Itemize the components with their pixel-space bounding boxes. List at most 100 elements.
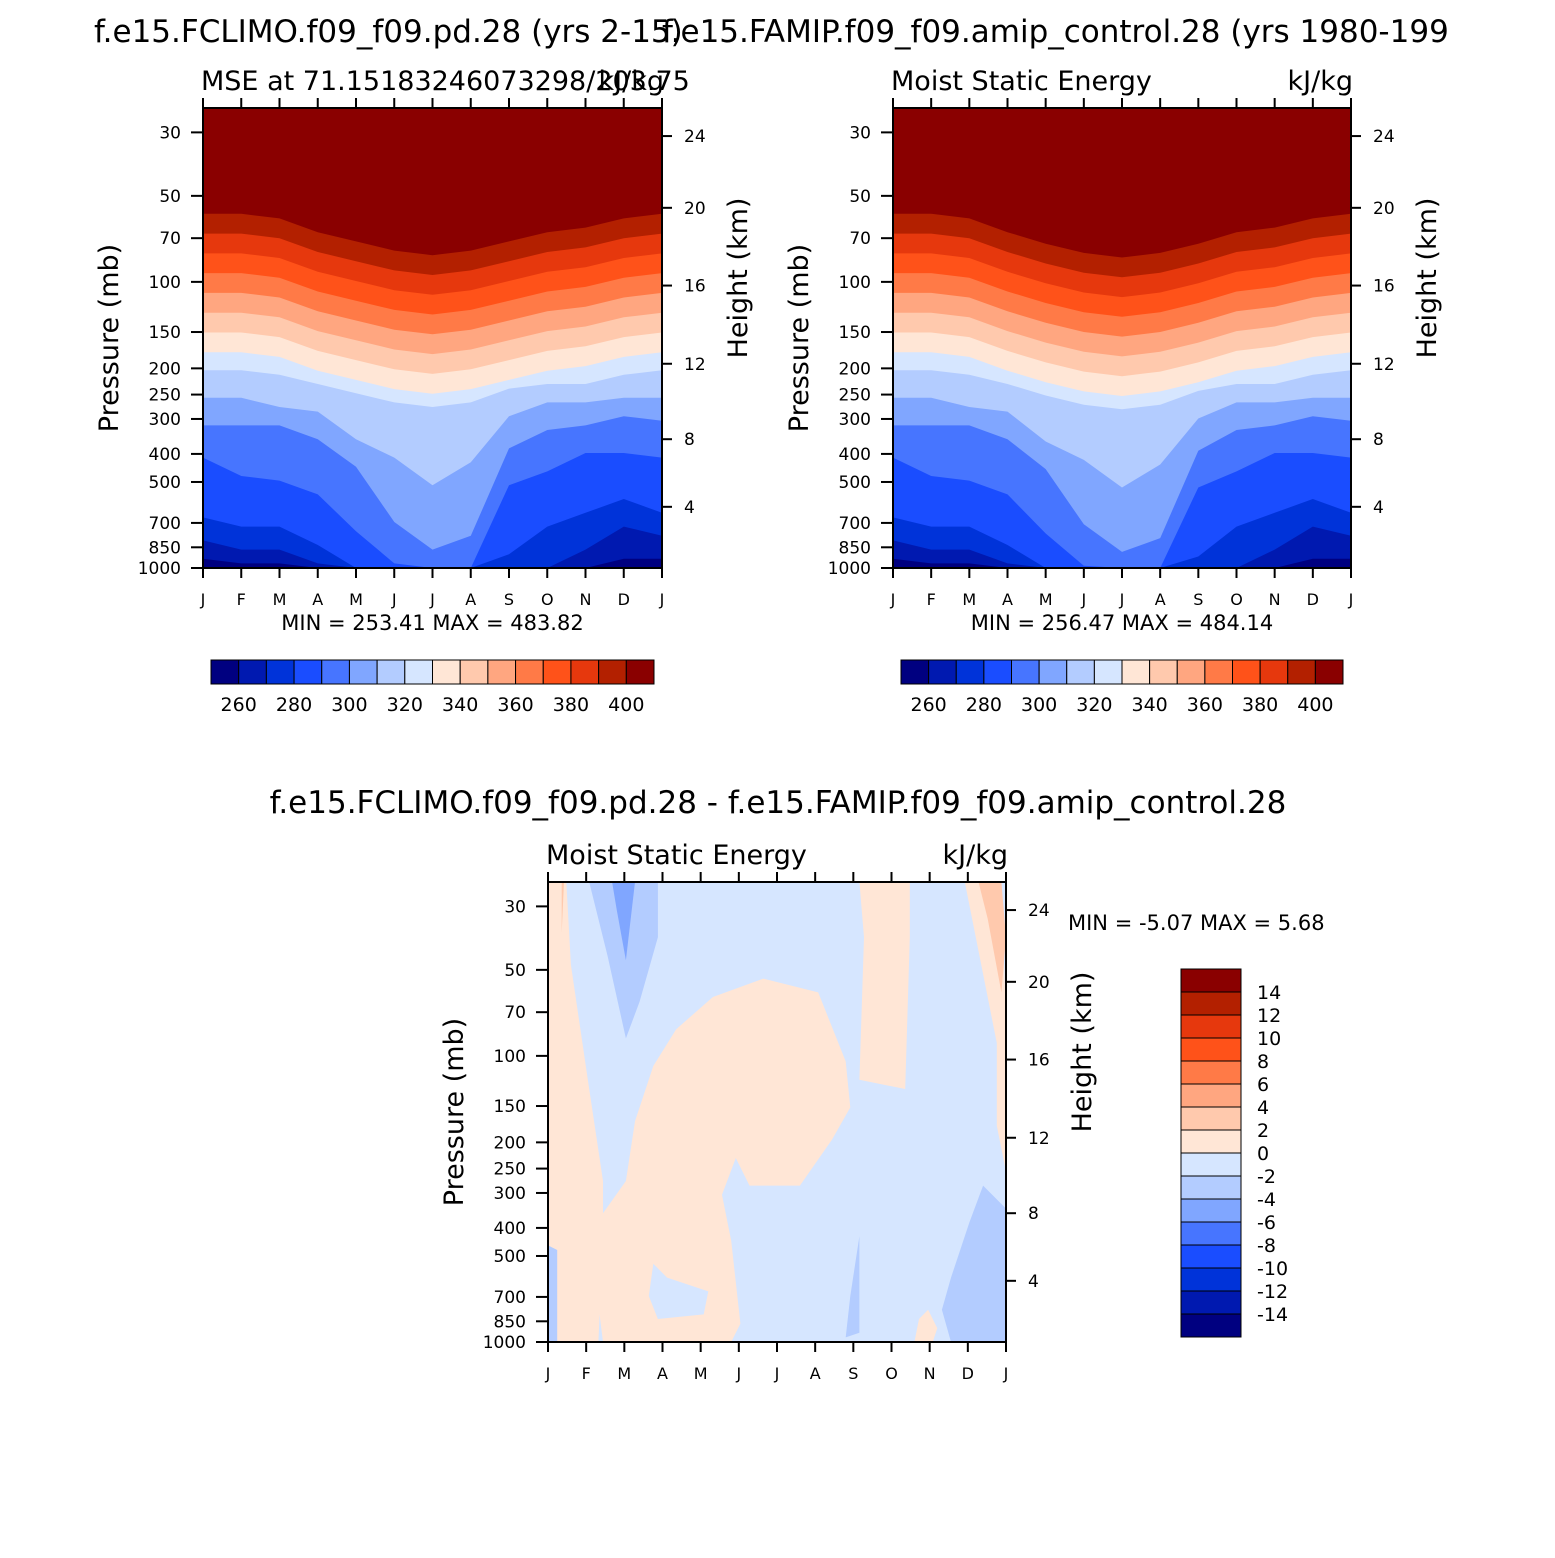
colorbar-label: 2 bbox=[1257, 1120, 1269, 1142]
colorbar-cell bbox=[928, 659, 957, 685]
x-tick-label: D bbox=[962, 1364, 974, 1383]
positive-region bbox=[593, 978, 851, 1342]
colorbar-cell bbox=[404, 659, 433, 685]
colorbar-cell bbox=[1011, 659, 1040, 685]
y-tick-label: 250 bbox=[839, 386, 871, 406]
colorbar-cell bbox=[1180, 1221, 1242, 1246]
colorbar-label: -6 bbox=[1257, 1212, 1276, 1234]
colorbar-cell bbox=[1180, 1244, 1242, 1269]
y-tick-label: 100 bbox=[839, 273, 871, 293]
x-tick-label: S bbox=[848, 1364, 858, 1383]
y-tick-label: 850 bbox=[149, 538, 181, 558]
y-right-tick-label: 20 bbox=[1028, 973, 1050, 993]
colorbar-cell bbox=[293, 659, 323, 685]
y-tick-label: 70 bbox=[504, 1003, 526, 1023]
x-tick-label: J bbox=[545, 1364, 551, 1383]
negative-region bbox=[845, 1236, 860, 1338]
y-tick-label: 1000 bbox=[483, 1333, 526, 1353]
positive-region bbox=[914, 1309, 938, 1342]
colorbar-cell bbox=[1180, 1106, 1242, 1131]
y-tick-label: 1000 bbox=[828, 559, 871, 579]
y-right-tick-label: 20 bbox=[684, 199, 706, 219]
x-tick-label: O bbox=[1230, 590, 1243, 609]
colorbar-label: 300 bbox=[1021, 694, 1057, 716]
y-tick-label: 50 bbox=[504, 961, 526, 981]
panel-fclimo: J F M A M J J A S O N D J 30 50 70 100 150 200 250 300 400 500… bbox=[94, 66, 754, 716]
colorbar-label: 380 bbox=[553, 694, 589, 716]
x-tick-label: J bbox=[429, 590, 435, 609]
x-tick-label: J bbox=[1119, 590, 1125, 609]
x-tick-label: F bbox=[582, 1364, 591, 1383]
positive-region-strong bbox=[978, 882, 1006, 993]
colorbar-cell bbox=[432, 659, 461, 685]
colorbar-label: 0 bbox=[1257, 1143, 1269, 1165]
negative-region-strong bbox=[612, 882, 635, 961]
y-tick-label: 50 bbox=[849, 187, 871, 207]
y-tick-label: 30 bbox=[849, 123, 871, 143]
x-tick-label: J bbox=[735, 1364, 741, 1383]
y-tick-label: 700 bbox=[494, 1288, 526, 1308]
panel-subtitle: Moist Static Energy bbox=[546, 840, 807, 871]
y-right-tick-label: 8 bbox=[1028, 1204, 1039, 1224]
colorbar-cell bbox=[900, 659, 930, 685]
y-tick-label: 400 bbox=[149, 445, 181, 465]
colorbar-cell bbox=[321, 659, 350, 685]
colorbar-label: 8 bbox=[1257, 1051, 1269, 1073]
colorbar-label: 14 bbox=[1257, 982, 1281, 1004]
panel2-title: f.e15.FAMIP.f09_f09.amip_control.28 (yrs… bbox=[662, 14, 1449, 50]
colorbar-cell bbox=[1232, 659, 1261, 685]
y-right-tick-label: 16 bbox=[684, 277, 706, 297]
panel-famip: J F M A M J J A S O N D J 30 50 70 100 150 200 250 300 400 500… bbox=[784, 66, 1443, 716]
contour-band bbox=[893, 499, 1351, 568]
colorbar-cell bbox=[570, 659, 600, 685]
y-tick-label: 250 bbox=[494, 1160, 526, 1180]
negative-region bbox=[589, 882, 658, 1039]
colorbar-cell bbox=[1180, 1313, 1242, 1338]
panel-difference: J F M A M J J A S O N D J305070100150200250300400500… bbox=[439, 840, 1325, 1383]
y-right-axis-label: Height (km) bbox=[1067, 972, 1098, 1133]
x-tick-label: N bbox=[580, 590, 592, 609]
min-max-label: MIN = 253.41 MAX = 483.82 bbox=[281, 611, 583, 635]
colorbar-label: 260 bbox=[221, 694, 257, 716]
x-tick-label: S bbox=[504, 590, 514, 609]
y-tick-label: 70 bbox=[159, 229, 181, 249]
x-tick-label: F bbox=[237, 590, 246, 609]
colorbar-label: 340 bbox=[442, 694, 478, 716]
colorbar-cell bbox=[1204, 659, 1233, 685]
x-tick-label: A bbox=[1155, 590, 1166, 609]
colorbar-label: -4 bbox=[1257, 1189, 1276, 1211]
colorbar-cell bbox=[1180, 1014, 1242, 1039]
y-tick-label: 150 bbox=[149, 323, 181, 343]
x-tick-label: J bbox=[1348, 590, 1354, 609]
y-right-axis-label: Height (km) bbox=[723, 198, 754, 359]
y-tick-label: 70 bbox=[849, 229, 871, 249]
negative-region bbox=[548, 1245, 558, 1342]
units-label: kJ/kg bbox=[599, 66, 664, 97]
y-tick-label: 100 bbox=[149, 273, 181, 293]
negative-region bbox=[941, 1185, 1006, 1342]
colorbar-cell bbox=[1259, 659, 1289, 685]
colorbar-label: 340 bbox=[1131, 694, 1167, 716]
y-tick-label: 200 bbox=[494, 1133, 526, 1153]
y-tick-label: 1000 bbox=[138, 559, 181, 579]
y-tick-label: 50 bbox=[159, 187, 181, 207]
colorbar-label: 360 bbox=[497, 694, 533, 716]
y-tick-label: 300 bbox=[839, 410, 871, 430]
y-right-tick-label: 12 bbox=[1373, 355, 1395, 375]
y-tick-label: 30 bbox=[504, 897, 526, 917]
y-tick-label: 300 bbox=[149, 410, 181, 430]
colorbar-label: 400 bbox=[608, 694, 644, 716]
colorbar-label: 280 bbox=[276, 694, 312, 716]
colorbar-label: 300 bbox=[331, 694, 367, 716]
colorbar-label: -2 bbox=[1257, 1166, 1276, 1188]
x-tick-label: M bbox=[1039, 590, 1053, 609]
x-tick-label: F bbox=[927, 590, 936, 609]
y-tick-label: 850 bbox=[494, 1312, 526, 1332]
y-right-tick-label: 12 bbox=[684, 355, 706, 375]
y-tick-label: 150 bbox=[839, 323, 871, 343]
colorbar-cell bbox=[1180, 1129, 1242, 1154]
colorbar-cell bbox=[1180, 1152, 1242, 1177]
colorbar-label: 6 bbox=[1257, 1074, 1269, 1096]
panel-subtitle: MSE at 71.15183246073298/203.75 bbox=[201, 66, 690, 97]
panel1-title: f.e15.FCLIMO.f09_f09.pd.28 (yrs 2-15) bbox=[94, 14, 683, 50]
